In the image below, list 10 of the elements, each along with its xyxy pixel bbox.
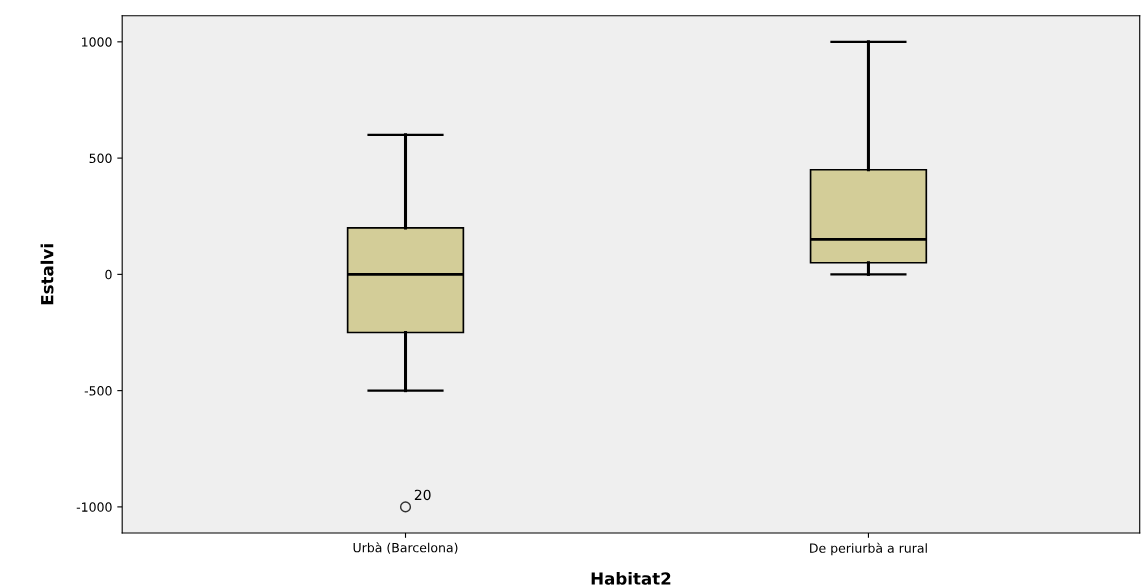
annotation: 20 bbox=[414, 489, 431, 501]
x-tick-label: Urbà (Barcelona) bbox=[353, 542, 458, 554]
y-tick-label: 0 bbox=[105, 269, 112, 280]
y-tick-label: -1000 bbox=[76, 502, 112, 512]
y-tick-label: 1000 bbox=[82, 37, 112, 47]
y-tick-label: -500 bbox=[84, 386, 112, 396]
y-axis-title: Estalvi bbox=[40, 244, 54, 305]
x-tick-label: De periurbà a rural bbox=[810, 542, 927, 556]
x-axis-title: Habitat2 bbox=[591, 571, 671, 585]
y-tick-label: 500 bbox=[89, 153, 112, 164]
